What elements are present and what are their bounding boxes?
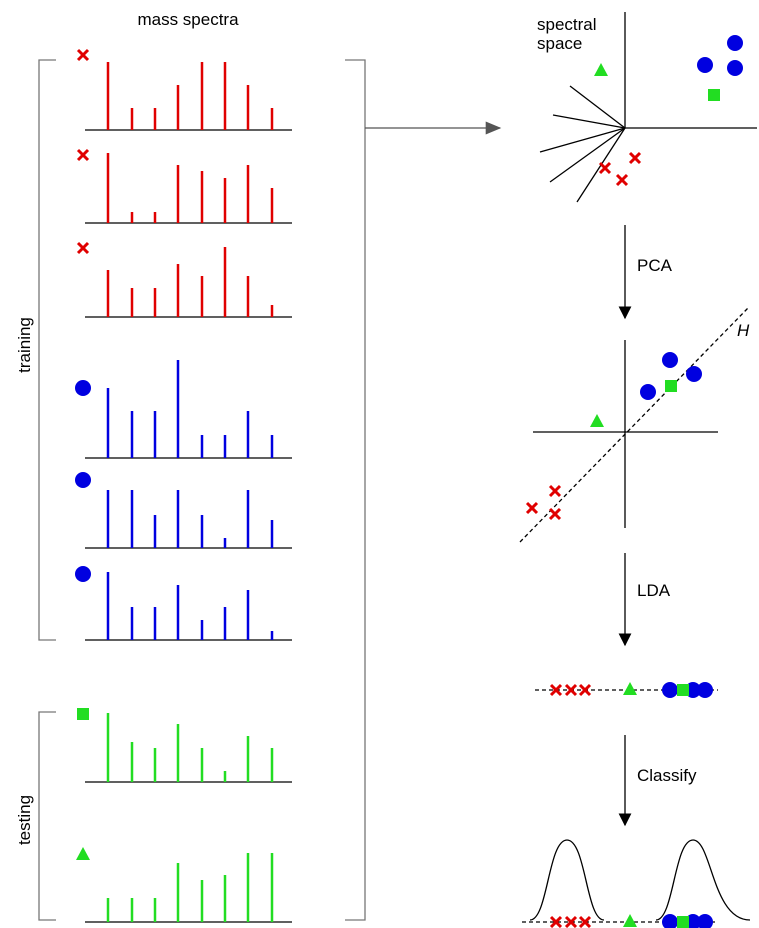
class-markers xyxy=(75,48,91,860)
title: mass spectra xyxy=(137,10,239,29)
brackets xyxy=(38,59,366,921)
label: LDA xyxy=(637,581,671,600)
label: testing xyxy=(15,795,34,845)
label: PCA xyxy=(637,256,673,275)
spectral-space xyxy=(539,12,757,203)
pca-space xyxy=(519,307,749,543)
label: training xyxy=(15,317,34,373)
classify xyxy=(522,839,751,928)
lda-line xyxy=(535,682,718,698)
label: space xyxy=(537,34,582,53)
label: Classify xyxy=(637,766,697,785)
label: spectral xyxy=(537,15,597,34)
label: H xyxy=(737,321,750,340)
